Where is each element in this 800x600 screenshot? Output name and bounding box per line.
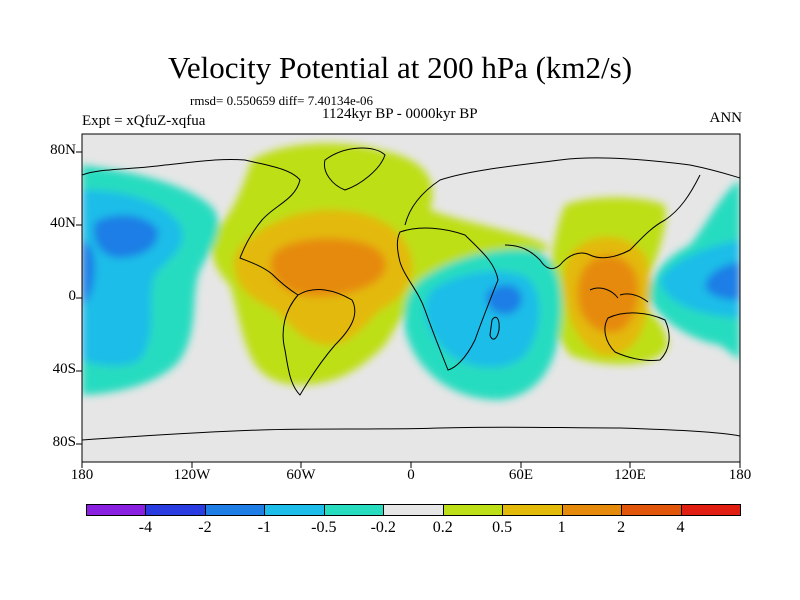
contour-negative-eastpacific-1 <box>705 262 740 300</box>
contour-negative-westpacific-1b <box>93 215 159 258</box>
lon-label-180e: 180 <box>728 467 752 483</box>
lon-label-60e: 60E <box>508 467 534 483</box>
colorbar-box <box>502 504 563 516</box>
lat-label-80s: 80S <box>52 434 76 450</box>
colorbar-label: 2 <box>617 519 626 536</box>
colorbar-label: 1 <box>557 519 566 536</box>
colorbar-label: 4 <box>676 519 685 536</box>
lon-label-60w: 60W <box>286 467 316 483</box>
contour-negative-westpacific-1 <box>82 240 95 305</box>
contour-negative-africa-1 <box>486 284 522 315</box>
contour-positive-americas-1 <box>270 238 386 297</box>
contour-negative-eastpacific-0.5 <box>660 240 740 318</box>
colorbar-box <box>264 504 325 516</box>
colorbar-box <box>145 504 206 516</box>
colorbar-label: -0.5 <box>311 519 337 536</box>
lat-label-80n: 80N <box>50 142 76 158</box>
colorbar-box <box>621 504 682 516</box>
colorbar-box <box>204 504 266 516</box>
coast-madagascar <box>489 316 500 340</box>
colorbar-label: -1 <box>257 519 272 536</box>
lon-label-120w: 120W <box>173 467 211 483</box>
colorbar-label: -4 <box>138 519 153 536</box>
colorbar-box <box>680 504 741 516</box>
experiment-label: Expt = xQfuZ-xqfua <box>82 113 206 129</box>
coast-australia <box>604 312 670 361</box>
axis-ticks <box>76 151 741 468</box>
lon-label-0: 0 <box>407 467 415 483</box>
coastlines <box>82 147 740 441</box>
coast-africa <box>396 227 499 371</box>
coast-europe-asia <box>404 157 740 270</box>
lat-label-40s: 40S <box>52 361 76 377</box>
coast-south-america <box>282 289 356 396</box>
colorbar-box <box>561 504 623 516</box>
season-label: ANN <box>709 110 743 126</box>
stats-line: rmsd= 0.550659 diff= 7.40134e-06 <box>190 93 374 108</box>
coast-indonesia <box>589 287 649 303</box>
coast-north-america <box>82 158 301 296</box>
colorbar-box <box>442 504 504 516</box>
lon-label-120e: 120E <box>614 467 646 483</box>
lon-label-180w: 180 <box>70 467 94 483</box>
lat-label-40n: 40N <box>50 215 76 231</box>
colorbar-label: -2 <box>198 519 212 536</box>
lat-label-0: 0 <box>68 288 77 304</box>
colorbar-label: 0.2 <box>432 519 453 536</box>
period-label: 1124kyr BP - 0000kyr BP <box>322 106 478 122</box>
colorbar-label: -0.2 <box>370 519 396 536</box>
colorbar-label: 0.5 <box>492 519 513 536</box>
coast-antarctica <box>82 426 740 441</box>
coast-greenland <box>323 147 386 191</box>
colorbar-box <box>383 504 444 516</box>
colorbar-box <box>86 504 147 516</box>
field-layer <box>82 134 740 462</box>
plot-title: Velocity Potential at 200 hPa (km2/s) <box>167 50 633 85</box>
colorbar-box <box>323 504 385 516</box>
